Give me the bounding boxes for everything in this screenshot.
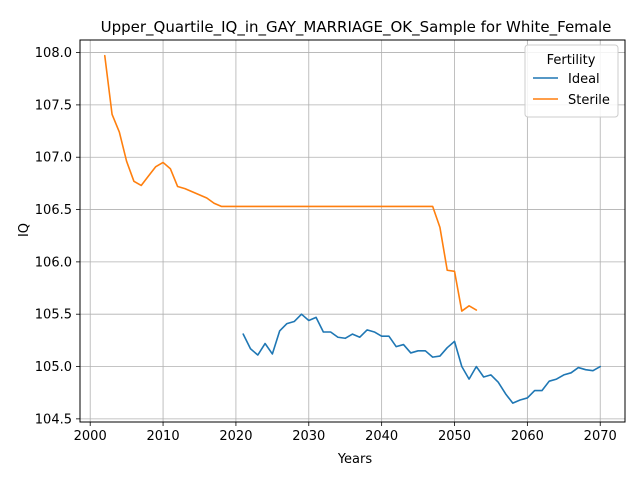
x-axis-label: Years (337, 452, 373, 467)
legend: Fertility Ideal Sterile (525, 45, 618, 117)
legend-label-ideal: Ideal (568, 72, 600, 87)
x-tick-label: 2000 (74, 429, 107, 444)
y-axis-label: IQ (17, 223, 32, 237)
y-tick-label: 107.0 (35, 151, 72, 166)
legend-title: Fertility (547, 53, 596, 68)
x-tick-label: 2040 (365, 429, 398, 444)
x-tick-label: 2030 (292, 429, 325, 444)
x-tick-label: 2020 (219, 429, 252, 444)
y-tick-label: 108.0 (35, 46, 72, 61)
legend-label-sterile: Sterile (568, 93, 610, 108)
y-tick-label: 104.5 (35, 412, 72, 427)
x-tick-label: 2070 (584, 429, 617, 444)
y-tick-label: 105.5 (35, 308, 72, 323)
y-tick-label: 105.0 (35, 360, 72, 375)
x-tick-label: 2060 (511, 429, 544, 444)
y-tick-label: 107.5 (35, 98, 72, 113)
x-tick-label: 2010 (147, 429, 180, 444)
x-tick-label: 2050 (438, 429, 471, 444)
y-tick-label: 106.0 (35, 255, 72, 270)
y-tick-label: 106.5 (35, 203, 72, 218)
chart-title: Upper_Quartile_IQ_in_GAY_MARRIAGE_OK_Sam… (101, 18, 612, 37)
